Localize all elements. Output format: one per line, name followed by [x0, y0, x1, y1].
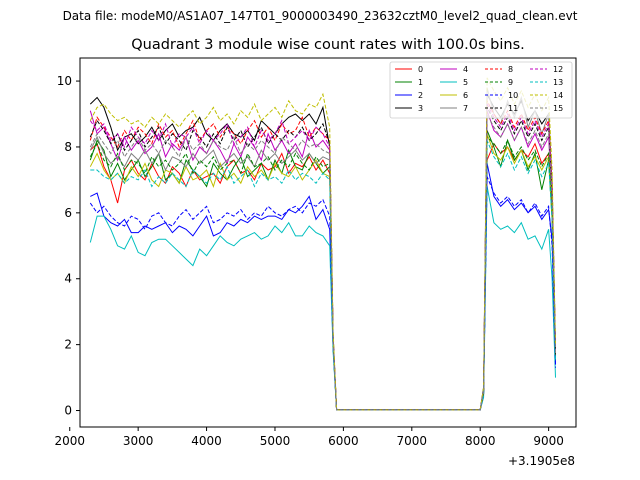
legend-label-7: 7 — [463, 104, 468, 113]
x-tick-label: 3000 — [123, 434, 154, 448]
series-line-14 — [89, 77, 556, 411]
x-tick-label: 8000 — [465, 434, 496, 448]
x-tick-label: 4000 — [191, 434, 222, 448]
legend-label-11: 11 — [508, 104, 518, 113]
legend-label-12: 12 — [553, 65, 563, 74]
x-tick-label: 6000 — [328, 434, 359, 448]
y-axis: 0 2 4 6 8 10 — [57, 74, 80, 418]
plot-series — [89, 77, 556, 411]
y-tick-label: 8 — [64, 140, 72, 154]
y-tick-label: 4 — [64, 272, 72, 286]
plot-frame — [79, 57, 577, 428]
legend-label-9: 9 — [508, 78, 513, 87]
y-tick-label: 10 — [57, 74, 72, 88]
legend-label-0: 0 — [418, 65, 423, 74]
chart-title: Quadrant 3 module wise count rates with … — [131, 37, 525, 53]
legend-label-14: 14 — [553, 91, 563, 100]
legend-label-3: 3 — [418, 104, 423, 113]
data-file-caption: Data file: modeM0/AS1A07_147T01_90000034… — [63, 9, 578, 23]
legend-label-10: 10 — [508, 91, 518, 100]
y-tick-label: 6 — [64, 206, 72, 220]
legend-label-15: 15 — [553, 104, 563, 113]
x-axis: 2000 3000 4000 5000 6000 7000 8000 9000 — [54, 427, 564, 448]
legend-label-6: 6 — [463, 91, 468, 100]
x-tick-label: 9000 — [533, 434, 564, 448]
x-tick-label: 7000 — [397, 434, 428, 448]
series-line-15 — [89, 113, 556, 411]
legend-label-2: 2 — [418, 91, 423, 100]
legend-box — [389, 61, 573, 119]
x-tick-label: 2000 — [54, 434, 85, 448]
y-tick-label: 2 — [64, 338, 72, 352]
legend-label-8: 8 — [508, 65, 513, 74]
series-line-10 — [89, 176, 556, 411]
x-offset-label: +3.1905e8 — [508, 454, 575, 468]
y-tick-label: 0 — [64, 404, 72, 418]
x-tick-label: 5000 — [260, 434, 291, 448]
legend-label-1: 1 — [418, 78, 423, 87]
legend-label-4: 4 — [463, 65, 468, 74]
legend-label-5: 5 — [463, 78, 468, 87]
legend-label-13: 13 — [553, 78, 563, 87]
